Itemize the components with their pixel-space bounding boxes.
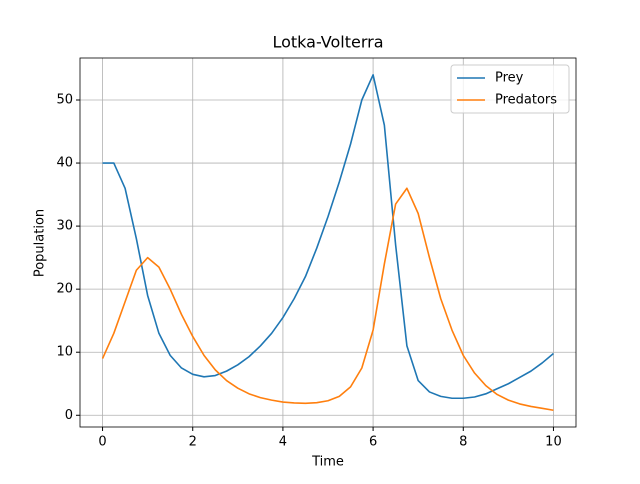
y-tick-label: 20 <box>56 282 73 297</box>
x-tick-label: 10 <box>545 435 562 450</box>
y-tick-label: 40 <box>56 156 73 171</box>
legend-label: Predators <box>495 93 557 108</box>
chart-title: Lotka-Volterra <box>272 33 383 52</box>
y-axis-label: Population <box>33 209 48 277</box>
x-axis-label: Time <box>311 455 344 470</box>
series-line <box>102 73 554 400</box>
series-line <box>101 187 554 412</box>
y-tick-label: 0 <box>65 408 73 423</box>
legend-box <box>450 64 570 114</box>
x-tick-label: 8 <box>459 435 467 450</box>
plot-frame <box>79 57 577 428</box>
legend-label: Prey <box>495 71 524 86</box>
y-tick-label: 10 <box>56 345 73 360</box>
y-tick-label: 50 <box>56 92 73 107</box>
x-tick-label: 0 <box>98 435 106 450</box>
x-tick-label: 4 <box>279 435 287 450</box>
x-tick-label: 6 <box>369 435 377 450</box>
y-tick-label: 30 <box>56 219 73 234</box>
x-tick-label: 2 <box>189 435 197 450</box>
